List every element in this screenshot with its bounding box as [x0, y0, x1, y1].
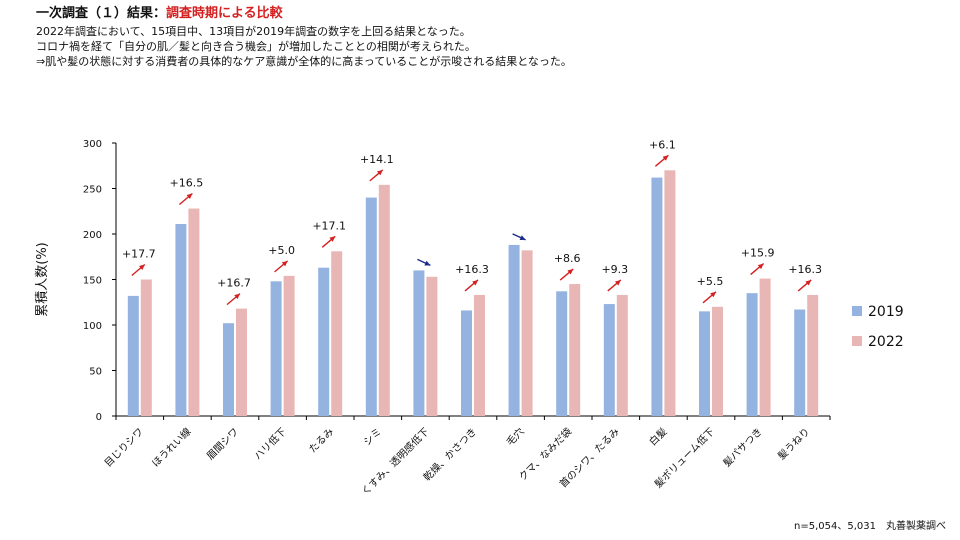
x-tick-label-4: ハリ低下 [251, 425, 288, 462]
data-label-8: +16.3 [455, 263, 489, 276]
down-arrow-head-icon [519, 235, 526, 241]
title-highlight: 調査時期による比較 [166, 6, 283, 21]
title-main: 一次調査（１）結果： [36, 6, 167, 21]
data-label-1: +17.7 [122, 248, 156, 261]
up-arrow-head-icon [281, 260, 288, 267]
x-tick-label-15: 髪うねり [776, 426, 813, 463]
footnote: n=5,054、5,031 丸善製薬調べ [794, 521, 946, 532]
x-tick-label-14: 髪パサつき [721, 426, 765, 470]
x-tick-label-6: シミ [362, 426, 384, 448]
y-tick-label: 100 [83, 321, 102, 332]
bar-2019-10 [556, 291, 568, 416]
bar-2022-15 [807, 294, 819, 416]
data-label-5: +17.1 [312, 219, 346, 232]
legend-label-2022: 2022 [868, 334, 904, 350]
y-tick-label: 250 [83, 185, 102, 196]
legend-swatch-2019 [852, 306, 862, 316]
data-label-3: +16.7 [217, 277, 251, 290]
up-arrow-head-icon [710, 291, 716, 298]
bar-2019-2 [175, 223, 187, 416]
up-arrow-head-icon [376, 169, 383, 176]
bar-2022-7 [426, 276, 438, 416]
bar-2019-7 [413, 270, 425, 416]
up-arrow-head-icon [662, 155, 669, 161]
description-line-3: ⇒肌や髪の状態に対する消費者の具体的なケア意識が全体的に高まっていることが示唆さ… [36, 55, 572, 68]
bar-2022-13 [712, 306, 723, 416]
bar-2019-4 [270, 281, 282, 416]
x-tick-label-12: 白髪 [646, 425, 669, 448]
x-tick-label-3: 眉間シワ [204, 426, 241, 463]
bar-2019-13 [699, 311, 710, 416]
data-label-15: +16.3 [788, 263, 822, 276]
legend-label-2019: 2019 [868, 304, 904, 320]
bar-2022-12 [664, 170, 676, 416]
up-arrow-head-icon [186, 193, 193, 200]
header: 一次調査（１）結果：調査時期による比較 2022年調査において、15項目中、13… [36, 4, 936, 69]
data-label-6: +14.1 [360, 153, 394, 166]
bar-2022-5 [331, 251, 343, 416]
up-arrow-head-icon [472, 279, 478, 286]
y-axis-label: 累積人数(%) [35, 242, 50, 317]
bar-2022-14 [759, 278, 771, 416]
bar-2022-1 [140, 279, 152, 416]
data-label-2: +16.5 [170, 177, 204, 190]
up-arrow-head-icon [757, 263, 764, 270]
bar-2022-3 [236, 308, 247, 416]
up-arrow-head-icon [805, 279, 812, 286]
y-tick-label: 150 [83, 276, 102, 287]
bar-2022-9 [521, 250, 533, 416]
bar-2019-9 [508, 244, 520, 416]
data-label-12: +6.1 [649, 138, 676, 151]
data-label-4: +5.0 [268, 244, 295, 257]
up-arrow-head-icon [138, 264, 145, 270]
bar-2022-8 [474, 294, 485, 416]
x-tick-label-5: たるみ [307, 426, 337, 456]
bar-2019-1 [127, 295, 139, 416]
bar-2019-12 [651, 177, 663, 416]
bar-2019-8 [461, 310, 472, 416]
bar-2019-5 [318, 267, 330, 416]
page-title: 一次調査（１）結果：調査時期による比較 [36, 4, 936, 24]
up-arrow-head-icon [614, 279, 621, 286]
bar-2019-14 [746, 293, 758, 416]
bar-2022-4 [283, 275, 295, 416]
y-tick-label: 300 [83, 139, 102, 150]
x-tick-label-2: ほうれい線 [149, 425, 194, 470]
bar-2022-2 [188, 208, 200, 416]
down-arrow-head-icon [424, 260, 431, 266]
up-arrow-head-icon [329, 236, 336, 242]
legend-swatch-2022 [852, 336, 862, 346]
description-line-2: コロナ禍を経て「自分の肌／髪と向き合う機会」が増加したこととの相関が考えられた。 [36, 40, 476, 53]
up-arrow-head-icon [567, 269, 574, 275]
bar-2022-6 [378, 184, 390, 416]
y-tick-label: 50 [89, 367, 102, 378]
y-tick-label: 0 [96, 412, 102, 423]
y-tick-label: 200 [83, 230, 102, 241]
data-label-11: +9.3 [601, 263, 628, 276]
x-tick-label-9: 毛穴 [503, 425, 526, 448]
up-arrow-head-icon [234, 293, 240, 300]
bar-2022-10 [569, 284, 581, 416]
bar-2019-15 [794, 309, 806, 416]
data-label-14: +15.9 [741, 247, 775, 260]
bar-2019-11 [603, 304, 615, 416]
description-line-1: 2022年調査において、15項目中、13項目が2019年調査の数字を上回る結果と… [36, 25, 471, 38]
bar-2022-11 [616, 294, 628, 416]
x-tick-label-1: 目じりシワ [102, 426, 146, 470]
data-label-10: +8.6 [554, 252, 581, 265]
bar-2019-3 [223, 323, 234, 416]
data-label-13: +5.5 [697, 275, 724, 288]
bar-2019-6 [365, 197, 377, 416]
